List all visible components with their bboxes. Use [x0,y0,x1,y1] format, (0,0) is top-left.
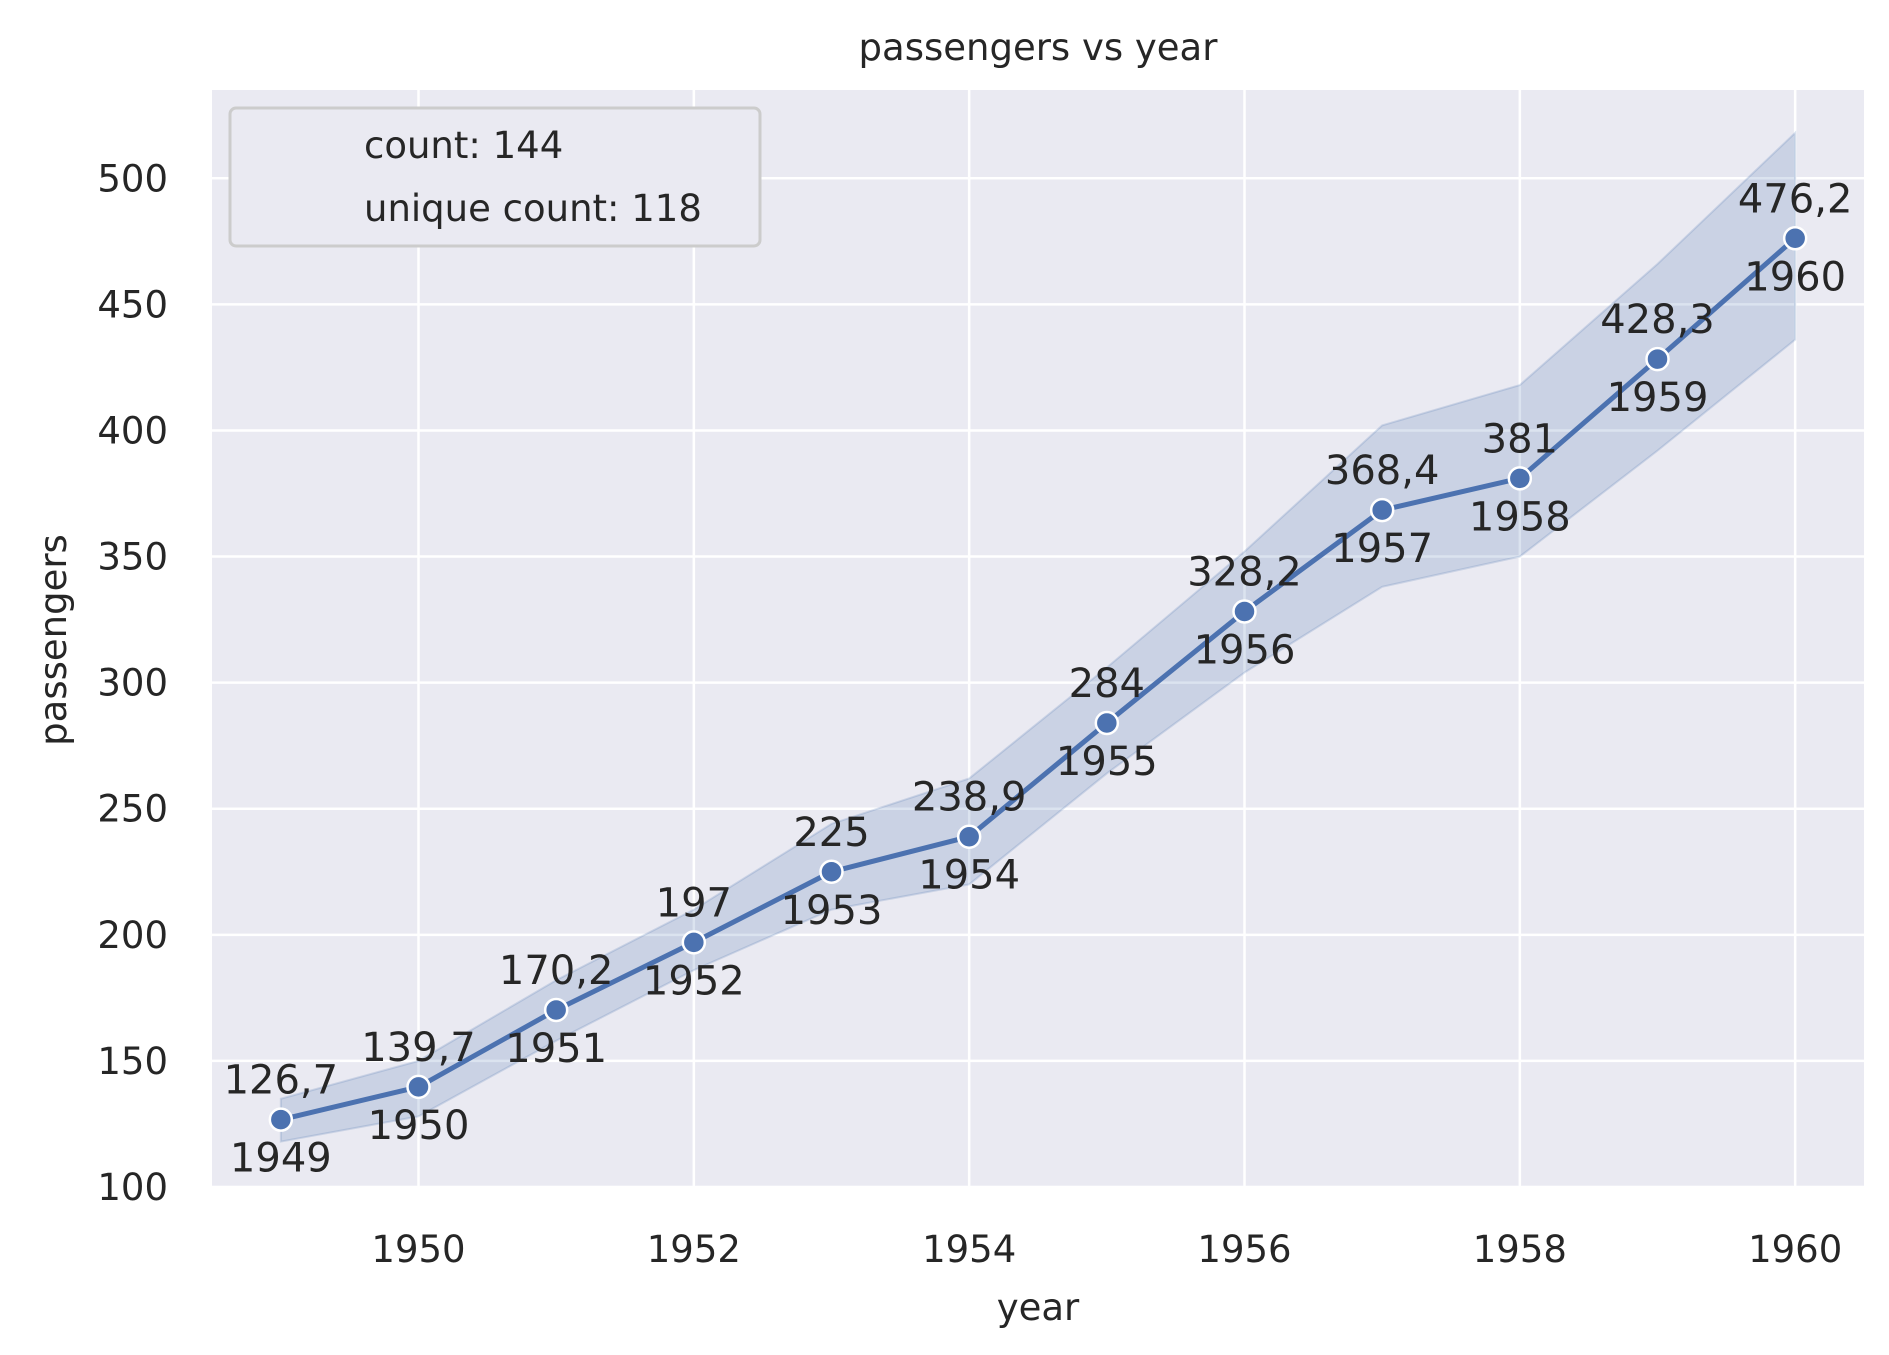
data-point [406,1074,431,1100]
x-tick-label: 1954 [922,1228,1016,1271]
legend-entry-unique-count: unique count: 118 [364,187,702,230]
grid [212,90,1864,1189]
legend-entry-count: count: 144 [364,124,563,167]
y-tick-label: 100 [97,1166,168,1209]
point-year-label: 1954 [918,853,1020,899]
value-label: 428,3 [1600,297,1715,343]
point-year-label: 1951 [505,1026,607,1072]
y-tick-label: 350 [97,536,168,579]
point-year-label: 1960 [1744,254,1846,300]
y-tick-label: 300 [97,662,168,705]
point-year-label: 1959 [1607,375,1709,421]
confidence-band [279,130,1797,1143]
series-line [280,236,1797,1123]
y-tick-label: 150 [97,1040,168,1083]
x-tick-label: 1958 [1473,1228,1567,1271]
x-tick-label: 1956 [1197,1228,1291,1271]
data-point [819,859,844,885]
x-tick-label: 1960 [1748,1228,1842,1271]
data-point [268,1107,294,1132]
data-point [1232,599,1257,624]
point-year-label: 1949 [230,1136,332,1182]
series-polyline [280,236,1797,1123]
series-points [268,226,1808,1132]
y-axis-ticks: 100 150 200 250 300 350 400 450 500 [97,157,168,1209]
chart-title: passengers vs year [859,26,1219,69]
value-label: 476,2 [1738,176,1853,222]
data-labels: 126,7 1949 139,7 1950 170,2 1951 197 1952 225 195… [224,176,1853,1181]
y-tick-label: 250 [97,788,168,831]
y-tick-label: 400 [97,409,168,452]
point-year-label: 1955 [1056,739,1158,785]
data-point [1507,466,1533,491]
plot-area [212,90,1864,1187]
y-axis-label: passengers [32,534,75,746]
point-year-label: 1950 [368,1103,470,1149]
y-tick-label: 450 [97,283,168,326]
point-year-label: 1953 [781,888,883,934]
point-year-label: 1957 [1331,526,1433,572]
point-year-label: 1956 [1194,628,1296,674]
value-label: 197 [656,880,732,926]
value-label: 328,2 [1187,550,1302,596]
x-tick-label: 1952 [647,1228,741,1271]
point-year-label: 1958 [1469,494,1571,540]
data-point [1782,226,1808,251]
y-tick-label: 200 [97,914,168,957]
value-label: 284 [1069,661,1145,707]
x-tick-label: 1950 [371,1228,465,1271]
value-label: 139,7 [361,1025,476,1071]
x-axis-label: year [997,1286,1080,1329]
data-point [1645,346,1670,372]
data-point [1369,497,1395,523]
data-point [543,997,569,1023]
data-point [1094,710,1120,736]
value-label: 238,9 [912,775,1027,821]
data-point [956,824,982,849]
value-label: 170,2 [499,948,614,994]
ci-band [279,130,1797,1143]
value-label: 381 [1482,416,1558,462]
point-year-label: 1952 [643,958,745,1004]
data-point [681,930,707,955]
y-tick-label: 500 [97,157,168,200]
value-label: 368,4 [1325,448,1440,494]
value-label: 225 [793,810,869,856]
legend-box [228,106,762,248]
legend: count: 144 unique count: 118 [228,106,762,248]
value-label: 126,7 [224,1058,339,1104]
x-axis-ticks: 1950 1952 1954 1956 1958 1960 [371,1228,1842,1271]
